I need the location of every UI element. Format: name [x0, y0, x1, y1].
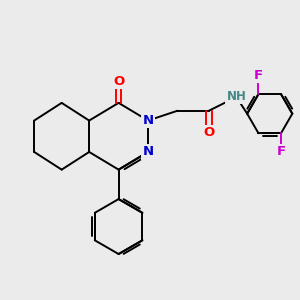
Text: O: O — [203, 126, 214, 139]
Text: N: N — [142, 146, 154, 158]
Text: O: O — [113, 75, 124, 88]
Text: F: F — [254, 69, 263, 82]
Text: N: N — [142, 114, 154, 127]
Text: F: F — [277, 146, 286, 158]
Text: NH: NH — [226, 91, 246, 103]
